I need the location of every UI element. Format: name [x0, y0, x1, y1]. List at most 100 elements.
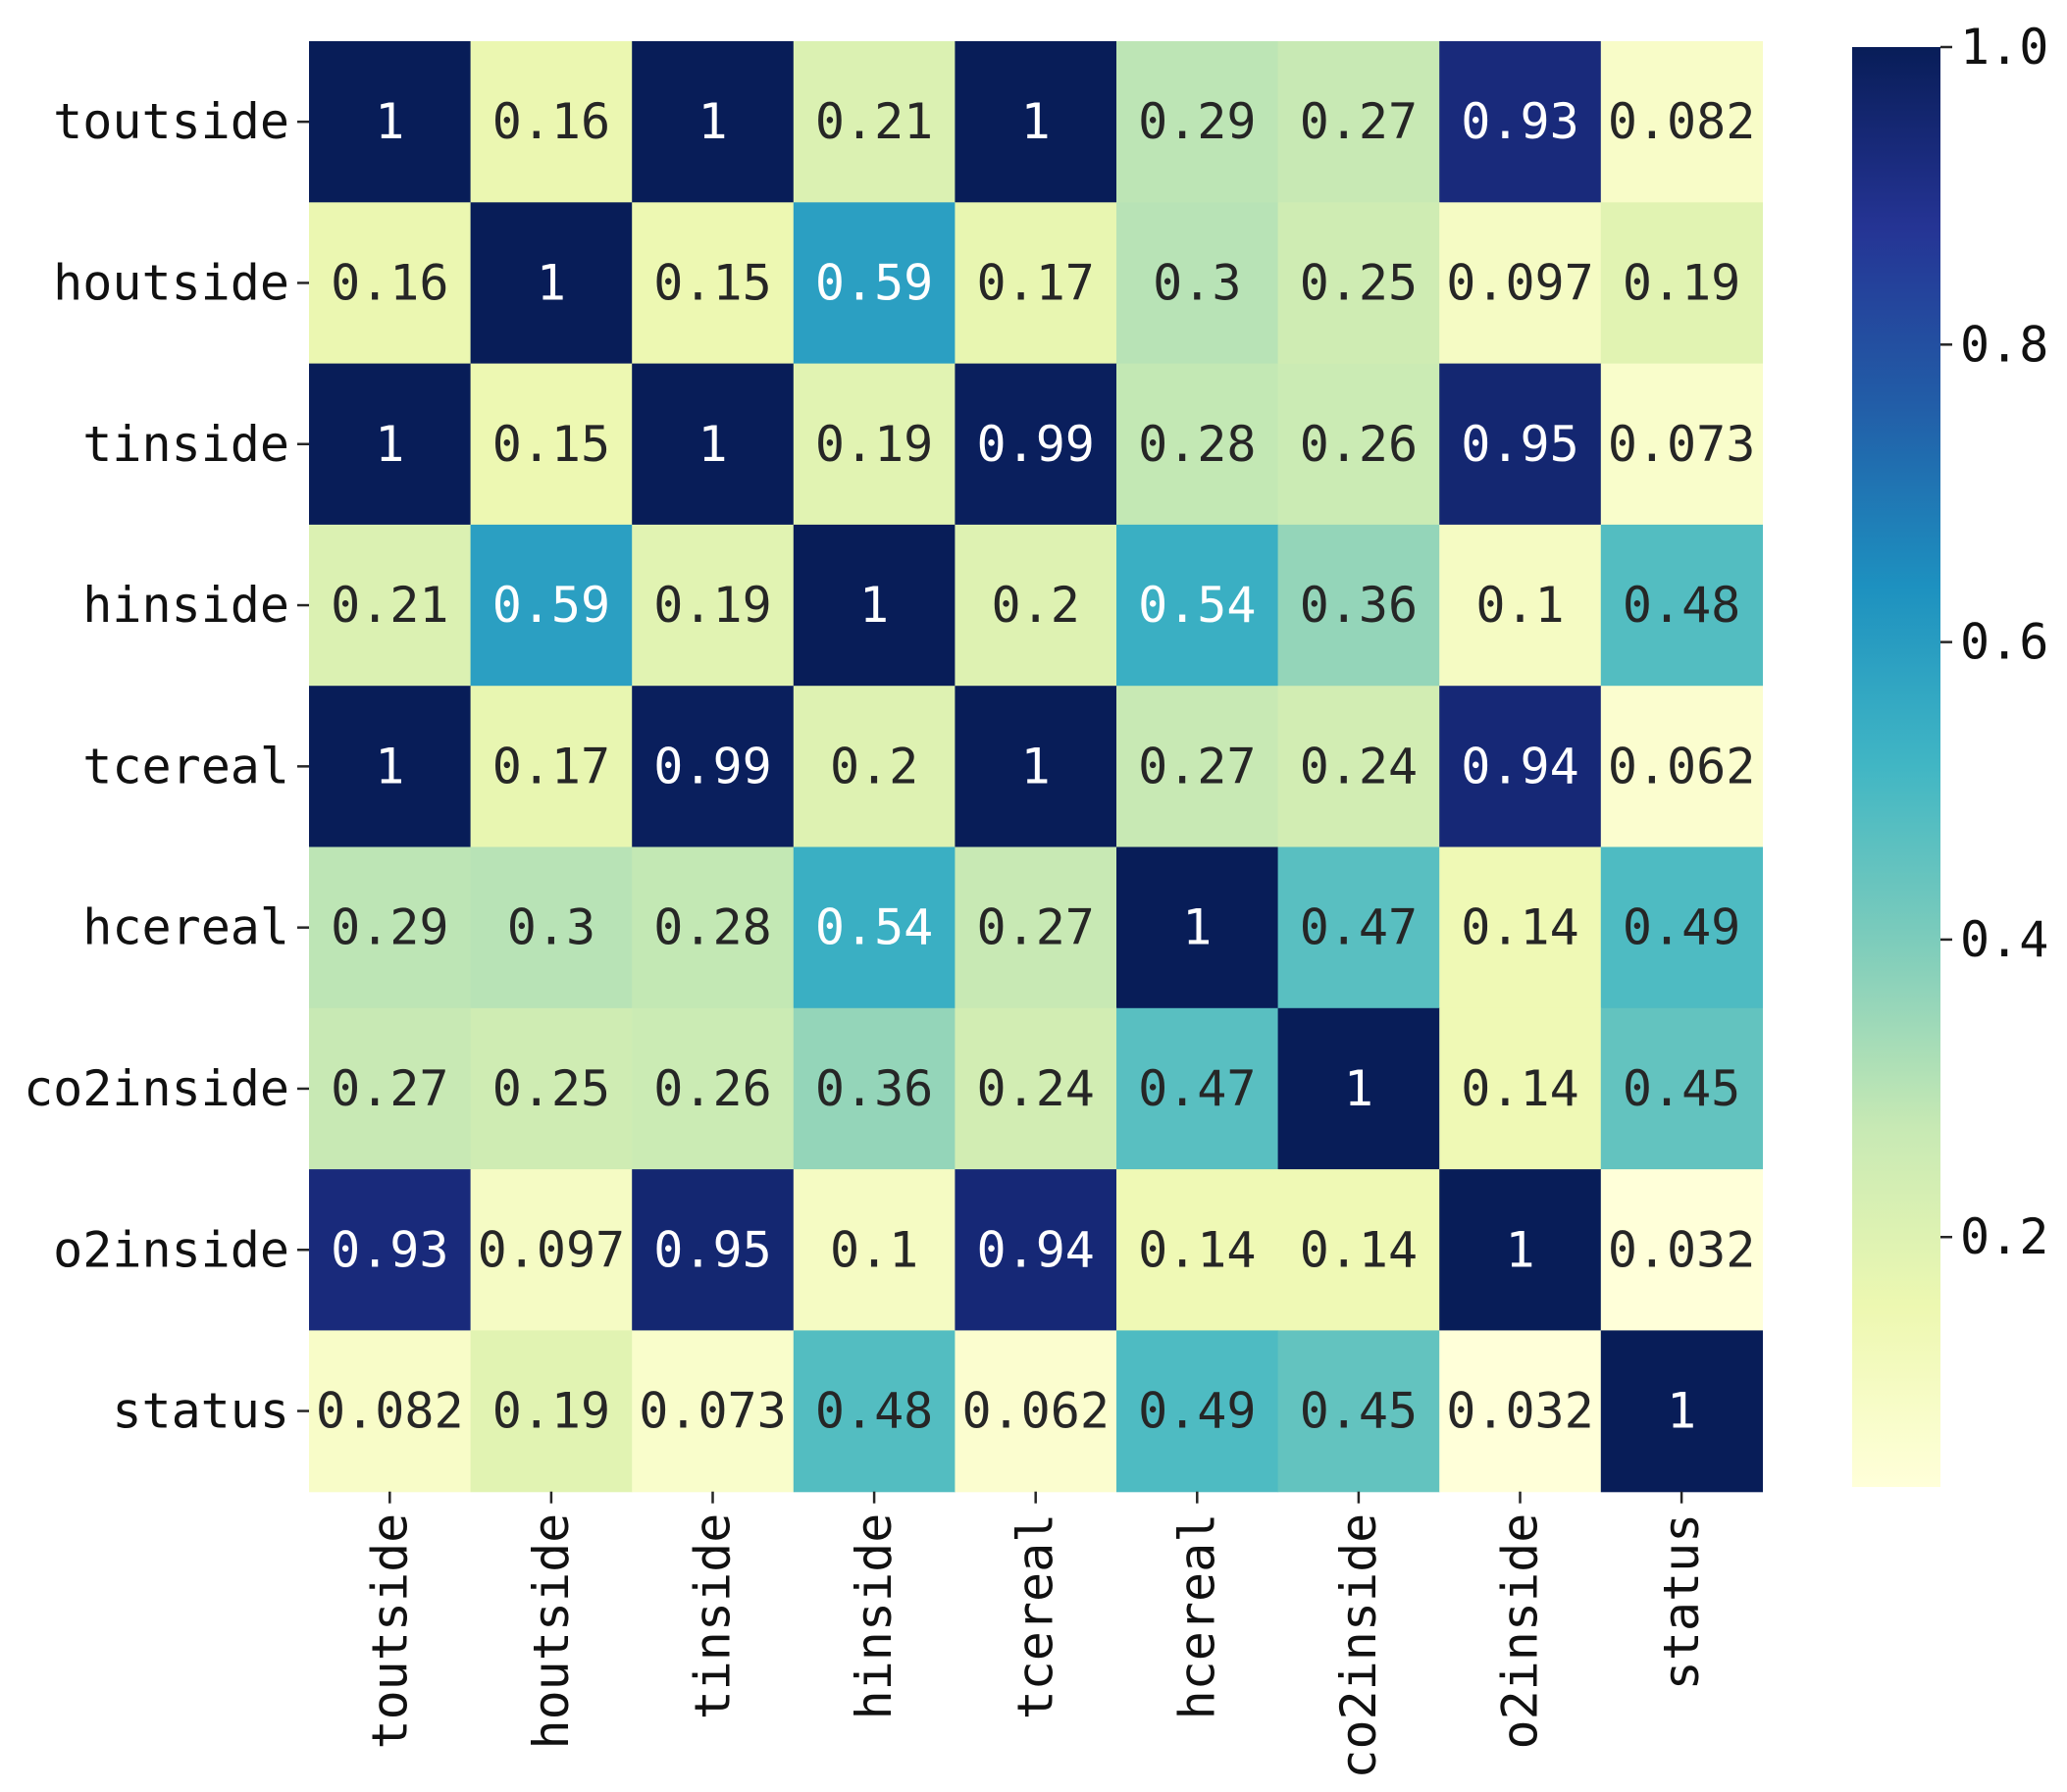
cell-label-tcereal-houtside: 0.17	[492, 738, 610, 794]
cell-label-status-o2inside: 0.032	[1446, 1383, 1594, 1440]
cell-label-hinside-co2inside: 0.36	[1300, 577, 1418, 634]
cell-label-hcereal-co2inside: 0.47	[1300, 899, 1418, 956]
cell-label-tcereal-tinside: 0.99	[653, 738, 771, 794]
cell-label-status-status: 1	[1667, 1383, 1696, 1440]
cell-label-co2inside-houtside: 0.25	[492, 1060, 610, 1117]
cell-label-o2inside-tcereal: 0.94	[976, 1221, 1094, 1278]
heatmap-cell-toutside-houtside	[470, 41, 633, 203]
cell-label-tcereal-co2inside: 0.24	[1300, 738, 1418, 794]
heatmap-cell-o2inside-houtside	[470, 1169, 633, 1331]
heatmap-cell-tcereal-houtside	[470, 686, 633, 848]
x-tick-label-houtside: houtside	[523, 1513, 580, 1750]
cell-label-o2inside-o2inside: 1	[1505, 1221, 1534, 1278]
heatmap-cell-o2inside-co2inside	[1277, 1169, 1440, 1331]
heatmap-cell-tcereal-toutside	[309, 686, 472, 848]
cell-label-tcereal-hcereal: 0.27	[1138, 738, 1256, 794]
x-tick-label-co2inside: co2inside	[1330, 1513, 1387, 1779]
heatmap-cell-hcereal-houtside	[470, 846, 633, 1009]
cell-label-status-co2inside: 0.45	[1300, 1383, 1418, 1440]
heatmap-cell-toutside-hinside	[793, 41, 956, 203]
heatmap-cell-tinside-status	[1600, 363, 1763, 526]
colorbar-tick-label-1-0: 1.0	[1960, 19, 2048, 76]
cell-label-toutside-co2inside: 0.27	[1300, 93, 1418, 150]
cell-label-status-hcereal: 0.49	[1138, 1383, 1256, 1440]
heatmap-cell-hinside-tinside	[632, 524, 795, 687]
heatmap-cell-houtside-houtside	[470, 202, 633, 365]
heatmap-cell-tcereal-o2inside	[1439, 686, 1602, 848]
heatmap-cell-houtside-o2inside	[1439, 202, 1602, 365]
heatmap-cell-tinside-co2inside	[1277, 363, 1440, 526]
cell-label-houtside-houtside: 1	[537, 254, 566, 311]
cell-label-toutside-toutside: 1	[375, 93, 404, 150]
heatmap-cell-hinside-co2inside	[1277, 524, 1440, 687]
heatmap-cell-hcereal-status	[1600, 846, 1763, 1009]
colorbar-tick-label-0-6: 0.6	[1960, 614, 2048, 671]
cell-label-hinside-hcereal: 0.54	[1138, 577, 1256, 634]
cell-label-toutside-houtside: 0.16	[492, 93, 610, 150]
heatmap-cell-hcereal-toutside	[309, 846, 472, 1009]
cell-label-co2inside-status: 0.45	[1623, 1060, 1740, 1117]
heatmap-cell-tinside-o2inside	[1439, 363, 1602, 526]
cell-label-houtside-toutside: 0.16	[331, 254, 448, 311]
y-tick-label-status: status	[112, 1383, 289, 1440]
heatmap-cell-hcereal-hinside	[793, 846, 956, 1009]
heatmap-cell-houtside-hinside	[793, 202, 956, 365]
heatmap-cell-toutside-co2inside	[1277, 41, 1440, 203]
heatmap-cell-hinside-o2inside	[1439, 524, 1602, 687]
heatmap-cell-o2inside-tinside	[632, 1169, 795, 1331]
heatmap-cell-tinside-tcereal	[955, 363, 1117, 526]
y-tick-label-hinside: hinside	[82, 577, 289, 634]
heatmap-cell-tinside-toutside	[309, 363, 472, 526]
cell-label-houtside-tcereal: 0.17	[976, 254, 1094, 311]
cell-label-co2inside-tinside: 0.26	[653, 1060, 771, 1117]
cell-label-tcereal-tcereal: 1	[1021, 738, 1051, 794]
x-tick-label-hinside: hinside	[846, 1513, 903, 1720]
heatmap-cell-toutside-o2inside	[1439, 41, 1602, 203]
x-tick-label-toutside: toutside	[361, 1513, 418, 1750]
cell-label-tinside-co2inside: 0.26	[1300, 416, 1418, 473]
heatmap-cell-o2inside-toutside	[309, 1169, 472, 1331]
cell-label-toutside-status: 0.082	[1608, 93, 1756, 150]
y-axis: toutside houtside tinside hinside tcereal hce…	[24, 93, 309, 1440]
cell-label-tcereal-toutside: 1	[375, 738, 404, 794]
heatmap-cell-co2inside-o2inside	[1439, 1007, 1602, 1170]
heatmap-cell-hinside-houtside	[470, 524, 633, 687]
cell-label-co2inside-hinside: 0.36	[815, 1060, 933, 1117]
cell-label-co2inside-toutside: 0.27	[331, 1060, 448, 1117]
heatmap-cell-status-status	[1600, 1330, 1763, 1493]
heatmap-cell-houtside-hcereal	[1116, 202, 1279, 365]
heatmap-cell-o2inside-hcereal	[1116, 1169, 1279, 1331]
cell-label-hinside-o2inside: 0.1	[1475, 577, 1564, 634]
cell-label-houtside-co2inside: 0.25	[1300, 254, 1418, 311]
heatmap-cell-hinside-hinside	[793, 524, 956, 687]
cell-label-co2inside-o2inside: 0.14	[1461, 1060, 1578, 1117]
heatmap-cell-status-tcereal	[955, 1330, 1117, 1493]
heatmap-cell-o2inside-status	[1600, 1169, 1763, 1331]
heatmap-cell-toutside-status	[1600, 41, 1763, 203]
heatmap-cell-tcereal-co2inside	[1277, 686, 1440, 848]
cell-label-hinside-hinside: 1	[859, 577, 889, 634]
heatmap-cell-tcereal-hcereal	[1116, 686, 1279, 848]
heatmap-cell-hcereal-hcereal	[1116, 846, 1279, 1009]
cell-label-hcereal-tinside: 0.28	[653, 899, 771, 956]
heatmap-cell-tinside-hinside	[793, 363, 956, 526]
heatmap-cell-status-hinside	[793, 1330, 956, 1493]
cell-label-toutside-tcereal: 1	[1021, 93, 1051, 150]
heatmap-cell-tcereal-status	[1600, 686, 1763, 848]
cell-label-status-toutside: 0.082	[316, 1383, 464, 1440]
cell-label-tcereal-hinside: 0.2	[830, 738, 918, 794]
cell-label-toutside-tinside: 1	[698, 93, 727, 150]
heatmap-cell-toutside-tcereal	[955, 41, 1117, 203]
heatmap-cell-hcereal-o2inside	[1439, 846, 1602, 1009]
heatmap-cell-hcereal-tinside	[632, 846, 795, 1009]
cell-label-tinside-status: 0.073	[1608, 416, 1756, 473]
cell-label-o2inside-hinside: 0.1	[830, 1221, 918, 1278]
cells-layer	[309, 41, 1763, 1493]
x-tick-label-o2inside: o2inside	[1492, 1513, 1549, 1750]
heatmap-cell-tcereal-hinside	[793, 686, 956, 848]
cell-label-hinside-houtside: 0.59	[492, 577, 610, 634]
heatmap-cell-tcereal-tcereal	[955, 686, 1117, 848]
colorbar-tick-label-0-4: 0.4	[1960, 911, 2048, 968]
x-tick-label-tinside: tinside	[685, 1513, 742, 1720]
